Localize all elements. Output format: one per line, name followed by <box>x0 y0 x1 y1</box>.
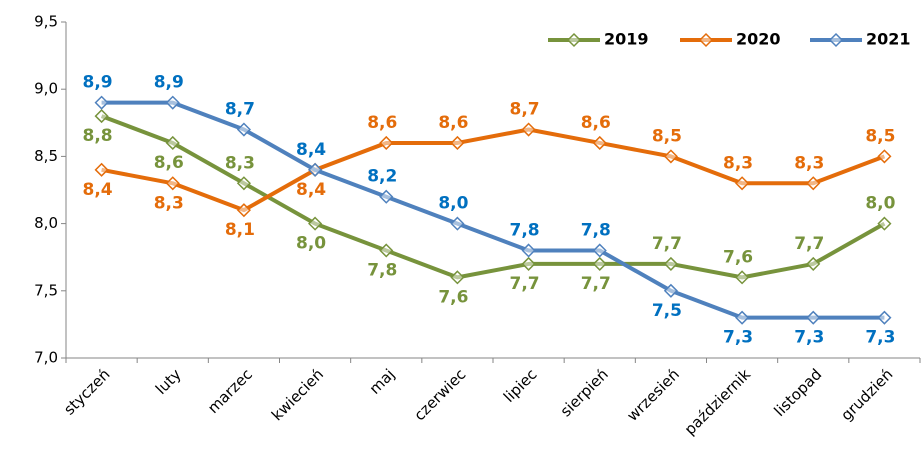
x-tick-label: wrzesień <box>623 365 683 425</box>
marker <box>236 176 251 191</box>
marker <box>165 95 180 110</box>
marker <box>236 203 251 218</box>
y-tick-label: 7,5 <box>34 281 58 299</box>
data-label: 8,3 <box>723 153 753 173</box>
data-label: 7,8 <box>510 220 540 240</box>
data-label: 8,5 <box>652 126 682 146</box>
data-label: 8,9 <box>154 73 184 93</box>
data-label: 8,6 <box>438 113 468 133</box>
data-label: 8,7 <box>225 100 255 120</box>
marker <box>592 243 607 258</box>
marker <box>236 122 251 137</box>
data-label: 8,4 <box>296 180 326 200</box>
x-tick-label: sierpień <box>557 365 612 420</box>
data-label: 8,3 <box>794 153 824 173</box>
marker <box>94 95 109 110</box>
data-label: 8,2 <box>367 167 397 187</box>
data-label: 8,0 <box>865 194 895 214</box>
marker <box>94 162 109 177</box>
legend-marker <box>566 32 582 48</box>
marker <box>877 310 892 325</box>
y-tick-label: 9,0 <box>34 80 58 98</box>
legend-label: 2021 <box>866 30 911 49</box>
marker <box>806 256 821 271</box>
data-label: 7,8 <box>367 260 397 280</box>
data-label: 7,3 <box>723 328 753 348</box>
data-label: 7,3 <box>794 328 824 348</box>
marker <box>521 243 536 258</box>
x-tick-label: czerwiec <box>410 365 469 424</box>
x-tick-label: styczeń <box>60 365 113 418</box>
marker <box>379 189 394 204</box>
marker <box>663 283 678 298</box>
data-label: 8,1 <box>225 220 255 240</box>
legend-label: 2019 <box>604 30 649 49</box>
data-label: 8,7 <box>510 100 540 120</box>
marker <box>379 135 394 151</box>
x-tick-label: luty <box>152 365 185 398</box>
marker <box>877 149 892 164</box>
marker <box>379 243 394 258</box>
marker <box>663 256 678 271</box>
data-label: 7,7 <box>794 234 824 254</box>
x-tick-label: kwiecień <box>268 365 327 424</box>
marker <box>308 162 323 177</box>
data-label: 7,8 <box>581 220 611 240</box>
data-label: 8,6 <box>367 113 397 133</box>
data-label: 8,8 <box>83 126 113 146</box>
x-tick-label: marzec <box>204 365 256 417</box>
marker <box>165 135 180 151</box>
data-label: 8,6 <box>154 153 184 173</box>
marker <box>521 256 536 271</box>
x-tick-label: lipiec <box>500 365 541 406</box>
marker <box>735 176 750 191</box>
data-label: 7,7 <box>510 274 540 294</box>
x-tick-label: październik <box>681 365 755 439</box>
marker <box>663 149 678 164</box>
series-line <box>101 127 886 213</box>
data-label: 8,4 <box>83 180 113 200</box>
data-label: 7,7 <box>581 274 611 294</box>
marker <box>450 135 465 151</box>
y-tick-label: 8,0 <box>34 214 58 232</box>
marker <box>806 176 821 191</box>
data-label: 8,3 <box>225 153 255 173</box>
marker <box>592 135 607 151</box>
marker <box>450 270 465 285</box>
marker <box>165 176 180 191</box>
data-label: 7,3 <box>865 328 895 348</box>
legend-marker <box>828 32 844 48</box>
marker <box>450 216 465 231</box>
data-label: 8,3 <box>154 193 184 213</box>
x-tick-label: listopad <box>770 365 825 420</box>
data-label: 8,9 <box>83 73 113 93</box>
data-label: 8,6 <box>581 113 611 133</box>
marker <box>735 270 750 285</box>
marker <box>592 256 607 271</box>
marker <box>806 310 821 325</box>
marker <box>308 216 323 231</box>
data-label: 8,5 <box>865 126 895 146</box>
data-label: 7,6 <box>438 287 468 307</box>
data-label: 7,7 <box>652 234 682 254</box>
data-label: 8,0 <box>296 234 326 254</box>
x-tick-label: grudzień <box>837 365 896 424</box>
marker <box>735 310 750 325</box>
x-tick-label: maj <box>366 365 399 398</box>
y-tick-label: 8,5 <box>34 147 58 165</box>
y-tick-label: 7,0 <box>34 349 58 367</box>
y-tick-label: 9,5 <box>34 13 58 31</box>
data-label: 8,4 <box>296 140 326 160</box>
data-label: 8,0 <box>438 194 468 214</box>
data-label: 7,6 <box>723 247 753 267</box>
marker <box>877 216 892 231</box>
data-label: 7,5 <box>652 301 682 321</box>
marker <box>521 122 536 137</box>
series-line <box>101 100 885 320</box>
marker <box>94 109 109 124</box>
legend-marker <box>698 32 714 48</box>
legend-label: 2020 <box>736 30 781 49</box>
series-line <box>100 114 886 280</box>
